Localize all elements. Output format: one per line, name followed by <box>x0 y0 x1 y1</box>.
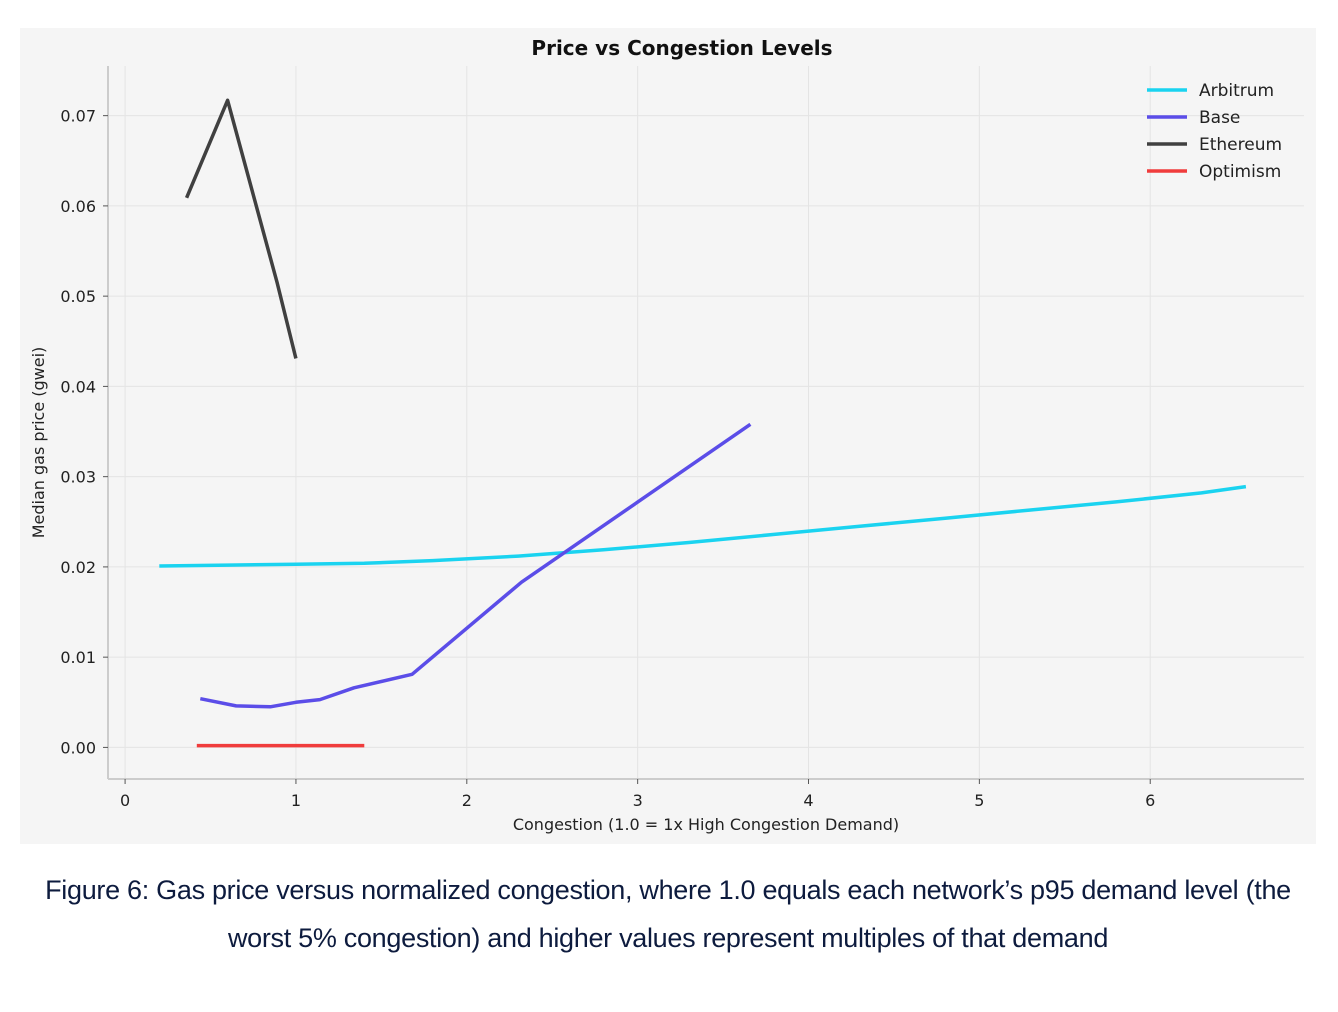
grid <box>108 66 1304 779</box>
legend: Arbitrum Base Ethereum Optimism <box>1147 81 1282 182</box>
chart-title: Price vs Congestion Levels <box>531 36 832 60</box>
series-line-arbitrum <box>159 484 1247 568</box>
y-tick-label: 0.02 <box>60 558 96 577</box>
x-tick-label: 0 <box>120 791 130 810</box>
series-line-base <box>199 422 752 709</box>
legend-label-base: Base <box>1199 108 1240 128</box>
y-tick-label: 0.01 <box>60 648 96 667</box>
y-tick-label: 0.06 <box>60 197 96 216</box>
x-tick-label: 6 <box>1145 791 1155 810</box>
y-tick-label: 0.03 <box>60 468 96 487</box>
series-lines <box>159 98 1247 748</box>
x-axis-label: Congestion (1.0 = 1x High Congestion Dem… <box>513 815 899 834</box>
y-tick-label: 0.07 <box>60 107 96 126</box>
legend-label-arbitrum: Arbitrum <box>1199 81 1274 101</box>
y-tick-label: 0.00 <box>60 738 96 757</box>
series-line-ethereum <box>184 98 298 359</box>
y-tick-label: 0.05 <box>60 287 96 306</box>
chart-figure: 0 1 2 3 4 5 6 0.00 0.01 0.02 0.03 0.04 0.05 0.06 0.07 … <box>20 28 1316 844</box>
x-tick-label: 1 <box>291 791 301 810</box>
x-tick-label: 3 <box>633 791 643 810</box>
axes: 0 1 2 3 4 5 6 0.00 0.01 0.02 0.03 0.04 0.05 0.06 0.07 <box>60 66 1304 810</box>
y-tick-label: 0.04 <box>60 377 96 396</box>
legend-label-ethereum: Ethereum <box>1199 135 1282 155</box>
legend-label-optimism: Optimism <box>1199 162 1281 182</box>
x-tick-label: 5 <box>974 791 984 810</box>
chart-svg: 0 1 2 3 4 5 60.000.010.020.030.040.050.060.07 … <box>29 36 1304 834</box>
x-tick-label: 4 <box>803 791 813 810</box>
figure-caption: Figure 6: Gas price versus normalized co… <box>45 875 1291 953</box>
y-axis-label: Median gas price (gwei) <box>29 347 48 539</box>
x-tick-label: 2 <box>462 791 472 810</box>
